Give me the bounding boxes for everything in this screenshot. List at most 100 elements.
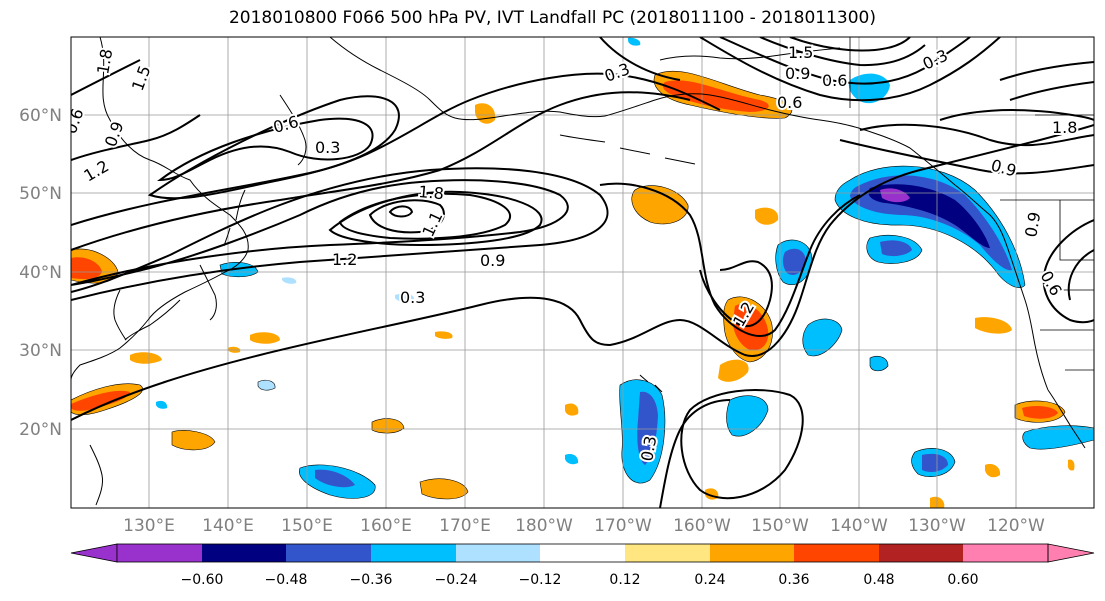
positive-anomaly-subtropics-core — [732, 303, 769, 351]
coast-kamchatka — [279, 94, 307, 166]
positive-anomaly-small4 — [755, 207, 779, 225]
contour-1.2-west — [71, 114, 201, 161]
colorbar-tick-label: 0.60 — [947, 572, 978, 588]
lon-label: 160°W — [673, 516, 731, 536]
positive-anomaly-east1-core — [1022, 405, 1058, 419]
lon-label: 170°E — [439, 516, 491, 536]
lat-label: 40°N — [19, 263, 62, 283]
coast-alaska — [604, 93, 911, 149]
contour-label: 0.3 — [315, 138, 340, 157]
lon-label: 140°W — [830, 516, 888, 536]
contour-center-loop — [388, 205, 414, 218]
negative-anomaly-gulf-purple — [880, 188, 910, 203]
colorbar-tick-label: −0.12 — [519, 572, 562, 588]
colorbar-segment — [540, 544, 625, 562]
negative-anomaly-sw-core — [315, 469, 355, 488]
lat-label: 60°N — [19, 106, 62, 126]
contour-north-east-1 — [699, 37, 1001, 102]
colorbar-segment — [456, 544, 540, 562]
negative-anomaly-center4-core — [637, 391, 658, 465]
positive-anomaly-small2 — [419, 478, 469, 500]
contour-gulf-loop2 — [839, 139, 1094, 175]
contour-gulf-loop — [859, 123, 1094, 147]
lon-label: 130°E — [123, 516, 175, 536]
colorbar-extend-low — [70, 543, 118, 563]
positive-anomaly-taiwan-core — [71, 390, 130, 411]
colorbar-segment — [963, 544, 1048, 562]
positive-anomaly-small3 — [371, 418, 405, 434]
colorbar-border — [116, 543, 1049, 563]
coast-hawaii — [639, 374, 663, 393]
contour-label: 0.9 — [480, 251, 505, 270]
colorbar-tick-label: 0.48 — [863, 572, 894, 588]
negative-anomaly-se-core — [922, 453, 948, 473]
colorbar-segment — [202, 544, 286, 562]
contour-label: 1.8 — [1052, 118, 1077, 137]
contour-south-arc — [659, 399, 731, 508]
map-border — [70, 36, 1095, 509]
lon-label: 160°E — [360, 516, 412, 536]
lon-label: 120°W — [987, 516, 1045, 536]
contour-label: 0.3 — [400, 288, 425, 307]
contour-cutoff-mid — [71, 179, 569, 286]
contour-1.2-east — [71, 59, 141, 96]
colorbar-segment — [625, 544, 710, 562]
lon-label: 170°W — [594, 516, 652, 536]
negative-anomaly-center5 — [726, 395, 769, 437]
contour-south-loop — [680, 389, 804, 500]
coast-bc — [909, 147, 1049, 391]
contour-west-coast — [1042, 219, 1094, 324]
colorbar-tick-label: 0.36 — [778, 572, 809, 588]
lon-label: 140°E — [202, 516, 254, 536]
positive-anomaly-small5 — [250, 332, 280, 344]
positive-anomaly-small12 — [435, 331, 453, 339]
contour-cutoff-1.8 — [338, 192, 512, 240]
contour-0.6-west — [71, 91, 691, 251]
contour-label: 1.5 — [788, 43, 813, 62]
map-title: 2018010800 F066 500 hPa PV, IVT Landfall… — [228, 8, 876, 28]
colorbar-segment — [286, 544, 371, 562]
positive-anomaly-small6 — [130, 352, 162, 364]
positive-anomaly-mid — [718, 359, 749, 382]
negative-anomaly-center2-core — [880, 240, 912, 257]
positive-anomaly-east2 — [975, 317, 1012, 334]
lat-label: 30°N — [19, 341, 62, 361]
colorbar-tick-label: −0.36 — [350, 572, 393, 588]
coast-baja — [1047, 389, 1086, 449]
coast-aleutians — [559, 134, 696, 165]
contour-0.3-south — [71, 124, 1094, 421]
colorbar-segment — [371, 544, 456, 562]
coast-alaska-north — [659, 47, 841, 61]
colorbar-tick-label: 0.12 — [609, 572, 640, 588]
lon-label: 150°W — [751, 516, 809, 536]
coastlines — [71, 37, 1086, 506]
negative-anomaly-small6 — [628, 37, 641, 46]
contour-trough-inner — [699, 260, 773, 328]
contour-north-east-4 — [789, 37, 911, 52]
colorbar-segment — [117, 544, 202, 562]
lon-label: 130°W — [908, 516, 966, 536]
colorbar-tick-label: −0.60 — [181, 572, 224, 588]
lon-label: 150°E — [281, 516, 333, 536]
coast-korea — [113, 289, 127, 341]
contour-north-east-2 — [719, 37, 971, 85]
negative-anomaly-small1 — [395, 293, 415, 303]
positive-anomaly-small1 — [171, 430, 216, 451]
borders — [849, 37, 1094, 371]
contour-east-1.2 — [1009, 81, 1094, 101]
negative-anomaly-small5 — [869, 355, 889, 372]
longitude-labels: 130°E 140°E 150°E 160°E 170°E 180°W 170°… — [123, 516, 1045, 536]
negative-anomaly-small7 — [282, 277, 297, 284]
negative-anomaly-small3 — [156, 400, 168, 409]
lon-label: 180°W — [515, 516, 573, 536]
colorbar-extend-high — [1047, 543, 1095, 563]
lat-label: 50°N — [19, 184, 62, 204]
colorbar-segment — [794, 544, 879, 562]
negative-anomaly-small2 — [257, 379, 276, 391]
coast-philippines — [89, 444, 103, 506]
negative-anomaly-small4 — [565, 453, 579, 465]
contour-label: 1.2 — [332, 250, 357, 269]
positive-anomaly-small8 — [985, 464, 1001, 478]
graticule — [71, 37, 1094, 508]
contour-east-1.5 — [999, 61, 1094, 81]
